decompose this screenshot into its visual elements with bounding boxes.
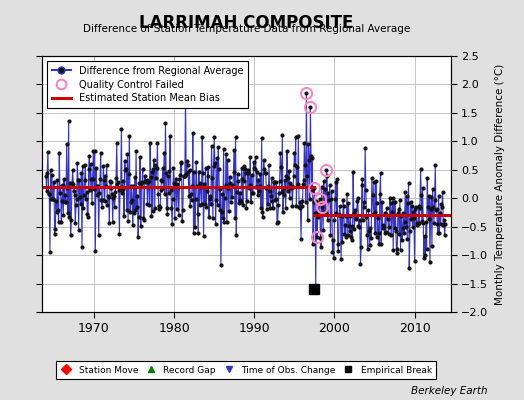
Legend: Station Move, Record Gap, Time of Obs. Change, Empirical Break: Station Move, Record Gap, Time of Obs. C…: [56, 361, 436, 379]
Y-axis label: Monthly Temperature Anomaly Difference (°C): Monthly Temperature Anomaly Difference (…: [495, 63, 505, 305]
Text: Berkeley Earth: Berkeley Earth: [411, 386, 487, 396]
Text: Difference of Station Temperature Data from Regional Average: Difference of Station Temperature Data f…: [83, 24, 410, 34]
Text: LARRIMAH COMPOSITE: LARRIMAH COMPOSITE: [139, 14, 354, 32]
